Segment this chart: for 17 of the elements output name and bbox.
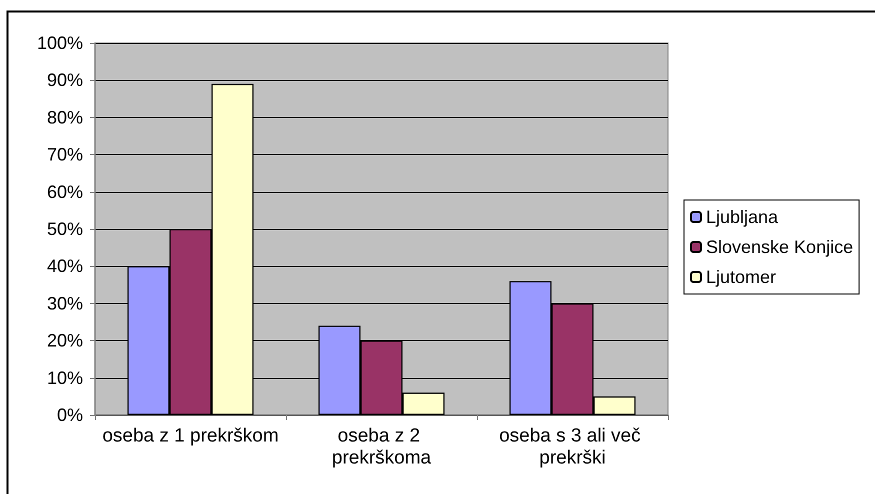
- legend-label: Ljutomer: [706, 267, 776, 287]
- y-tick-label: 40%: [46, 256, 83, 276]
- y-tick-label: 90%: [46, 70, 83, 90]
- y-tick-label: 60%: [46, 182, 83, 202]
- y-tick-label: 30%: [46, 293, 83, 314]
- x-tick-label: oseba z 1 prekrškom: [102, 426, 279, 446]
- legend-label: Ljubljana: [706, 207, 780, 227]
- y-tick-label: 10%: [46, 368, 83, 388]
- legend-label: Slovenske Konjice: [706, 237, 854, 257]
- x-tick-label: oseba z 2 prekrškoma: [332, 426, 432, 468]
- y-tick-label: 70%: [46, 144, 83, 165]
- y-tick-label: 50%: [46, 219, 83, 239]
- y-tick-label: 100%: [36, 33, 83, 53]
- x-tick-label: oseba s 3 ali več prekrški: [499, 426, 646, 468]
- y-tick-label: 20%: [46, 330, 83, 351]
- y-tick-label: 0%: [56, 405, 83, 425]
- y-tick-label: 80%: [46, 107, 83, 128]
